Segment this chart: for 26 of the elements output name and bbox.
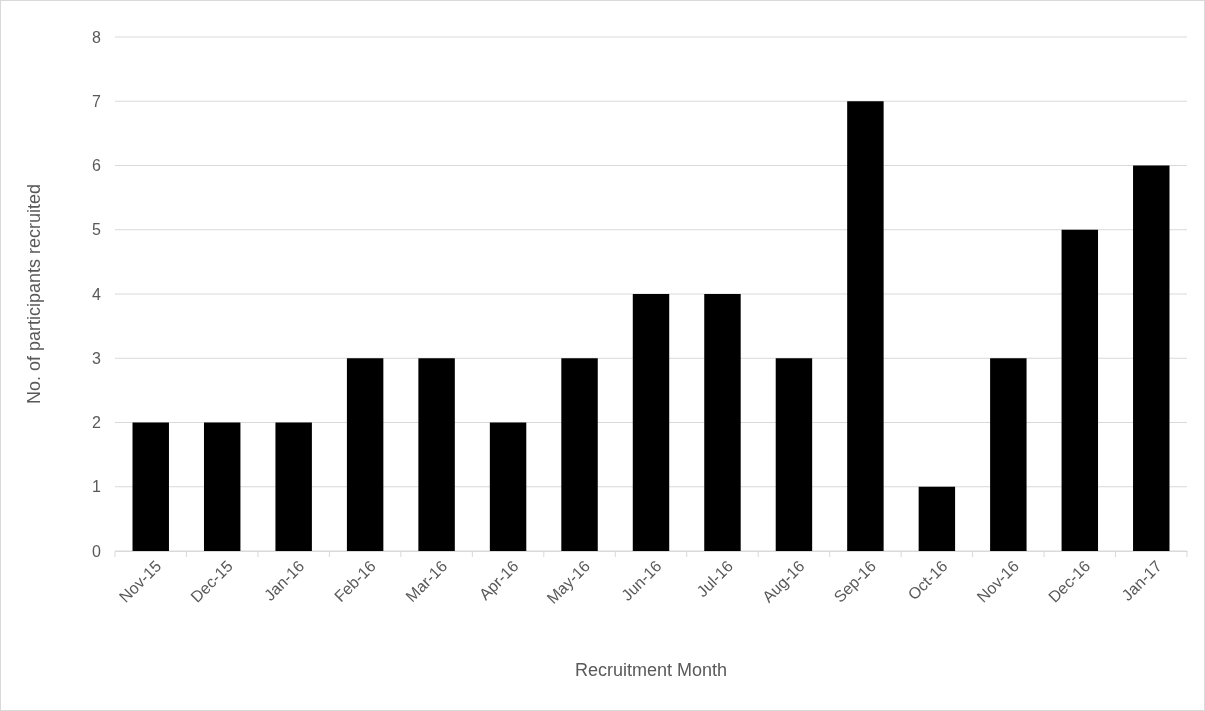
- bar: [1133, 165, 1170, 551]
- bar: [918, 486, 956, 551]
- bar: [632, 294, 670, 551]
- y-tick-label: 4: [92, 285, 102, 303]
- bar: [132, 422, 169, 551]
- y-axis-title: No. of participants recruited: [24, 183, 44, 405]
- bar: [489, 422, 527, 551]
- bar: [561, 358, 598, 551]
- bar: [704, 294, 741, 551]
- y-tick-label: 6: [92, 157, 102, 175]
- bar: [418, 358, 455, 551]
- bar: [275, 422, 312, 551]
- x-axis-title: Recruitment Month: [574, 660, 728, 680]
- bar: [203, 422, 241, 551]
- bar: [990, 358, 1027, 551]
- bar: [847, 101, 884, 551]
- bar: [346, 358, 384, 551]
- y-tick-label: 3: [92, 349, 102, 367]
- y-tick-label: 8: [92, 28, 102, 46]
- y-tick-label: 5: [92, 221, 102, 239]
- bar: [1061, 229, 1099, 551]
- bar: [775, 358, 813, 551]
- y-tick-label: 1: [92, 478, 102, 496]
- y-tick-label: 7: [92, 92, 102, 110]
- y-tick-label: 0: [92, 542, 102, 560]
- y-tick-label: 2: [92, 414, 102, 432]
